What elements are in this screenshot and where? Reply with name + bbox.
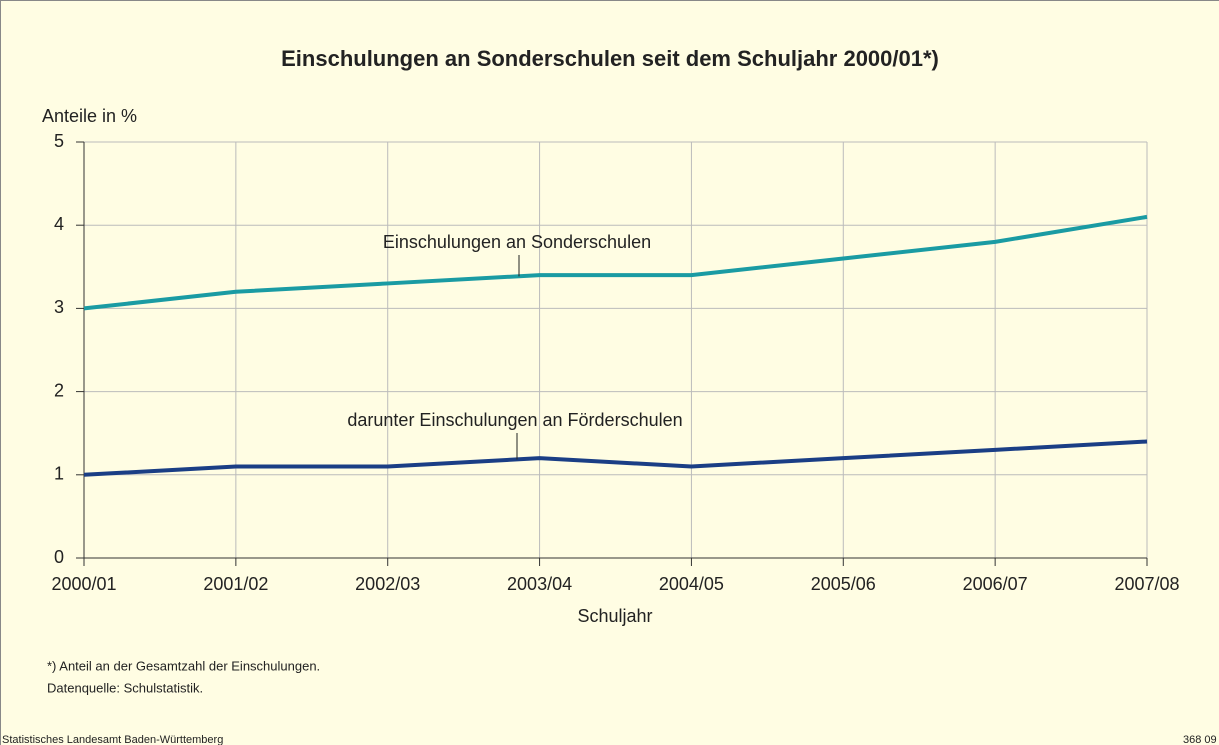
- footer: Statistisches Landesamt Baden-Württember…: [2, 734, 223, 745]
- y-tick-label: 3: [54, 297, 64, 317]
- y-tick-label: 5: [54, 131, 64, 151]
- y-tick-label: 4: [54, 214, 64, 234]
- x-tick-label: 2003/04: [507, 574, 572, 594]
- y-axis-label: Anteile in %: [42, 106, 137, 126]
- x-tick-label: 2001/02: [203, 574, 268, 594]
- y-tick-label: 1: [54, 464, 64, 484]
- x-tick-label: 2005/06: [811, 574, 876, 594]
- line: [83, 214, 1148, 311]
- y-tick-label: 2: [54, 380, 64, 400]
- code: 368 09: [1183, 734, 1217, 745]
- x-tick-label: 2007/08: [1114, 574, 1179, 594]
- y-tick-label: 0: [54, 547, 64, 567]
- x-tick-label: 2002/03: [355, 574, 420, 594]
- series-label: Einschulungen an Sonderschulen: [383, 232, 651, 252]
- line: [83, 439, 1148, 477]
- x-tick-label: 2004/05: [659, 574, 724, 594]
- x-tick-label: 2000/01: [51, 574, 116, 594]
- note: *) Anteil an der Gesamtzahl der Einschul…: [47, 658, 320, 673]
- series-label: darunter Einschulungen an Förderschulen: [347, 410, 682, 430]
- chart-title: Einschulungen an Sonderschulen seit dem …: [281, 46, 939, 71]
- x-tick-label: 2006/07: [963, 574, 1028, 594]
- note: Datenquelle: Schulstatistik.: [47, 680, 203, 695]
- x-axis-label: Schuljahr: [577, 606, 652, 626]
